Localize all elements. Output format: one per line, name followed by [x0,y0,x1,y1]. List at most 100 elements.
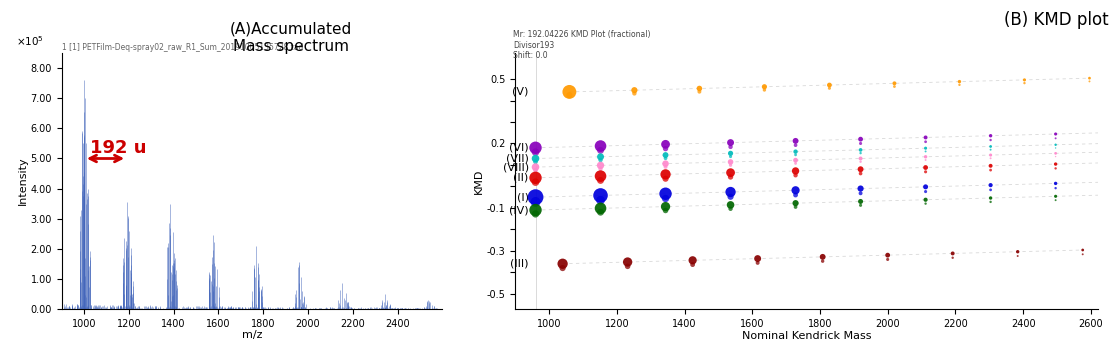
Point [886,84,904,89]
Point [916,165,934,170]
Point [851,141,869,146]
Point [560,89,578,95]
Point [1112,164,1120,169]
Point [656,155,674,161]
Point [591,166,609,171]
Point [981,137,999,143]
Point [1112,149,1120,154]
Point [1112,159,1120,165]
Point [656,204,674,209]
Point [851,150,869,156]
Point [1112,196,1120,201]
Point [851,186,869,191]
Text: $\times10^5$: $\times10^5$ [16,34,44,48]
Point [591,193,609,198]
Point [1047,165,1065,171]
Point [786,152,804,158]
Point [1074,247,1092,253]
Point [1047,161,1065,167]
Point [1047,145,1065,151]
Point [591,154,609,160]
Point [1047,193,1065,199]
Point [886,81,904,86]
Point [721,189,739,195]
Point [656,164,674,170]
Point [591,157,609,163]
Point [916,157,934,163]
Point [591,163,609,168]
Point [721,151,739,156]
Text: (B) KMD plot: (B) KMD plot [1005,11,1109,29]
Point [1047,142,1065,148]
Point [786,187,804,193]
Y-axis label: Intensity: Intensity [18,157,28,205]
Point [656,146,674,152]
Point [1047,181,1065,186]
Point [625,87,643,93]
Point [526,145,544,151]
Point [553,265,571,271]
Point [1074,251,1092,257]
Point [526,199,544,205]
Point [526,168,544,173]
Point [683,262,701,267]
Point [526,149,544,155]
Point [1112,192,1120,197]
Point [591,178,609,183]
Point [1016,77,1034,83]
Point [916,145,934,151]
Point [526,194,544,200]
Point [721,174,739,180]
Point [786,142,804,148]
Text: (A)Accumulated
Mass spectrum: (A)Accumulated Mass spectrum [230,21,353,54]
Point [526,164,544,170]
Point [916,139,934,144]
Y-axis label: KMD: KMD [474,168,484,194]
Point [526,207,544,213]
Point [1081,78,1099,84]
Point [916,184,934,190]
Point [1112,134,1120,140]
Point [851,166,869,172]
Point [786,173,804,178]
Point [1047,131,1065,137]
Point [879,257,897,262]
Point [981,195,999,201]
Point [721,140,739,146]
Point [748,260,766,266]
Point [526,175,544,181]
Point [591,197,609,203]
Point [916,189,934,195]
Point [656,152,674,158]
Point [981,155,999,161]
Point [721,170,739,175]
Point [1016,80,1034,86]
Text: (I): (I) [516,192,529,202]
Point [1112,130,1120,135]
Point [656,196,674,201]
Point [690,89,708,94]
Point [944,251,962,256]
Point [1047,197,1065,203]
Point [526,179,544,185]
Point [721,159,739,165]
Point [656,208,674,213]
Point [721,144,739,150]
Point [851,190,869,196]
Point [1112,152,1120,158]
Point [916,197,934,203]
Point [690,86,708,91]
Point [916,201,934,207]
Point [591,173,609,179]
Point [591,209,609,215]
Point [721,206,739,212]
Point [1081,75,1099,81]
Point [1047,154,1065,159]
Point [721,194,739,200]
Text: (VII): (VII) [506,153,529,164]
Point [656,161,674,166]
Text: (II): (II) [513,173,529,183]
Point [656,142,674,147]
Point [526,159,544,165]
Point [721,202,739,208]
